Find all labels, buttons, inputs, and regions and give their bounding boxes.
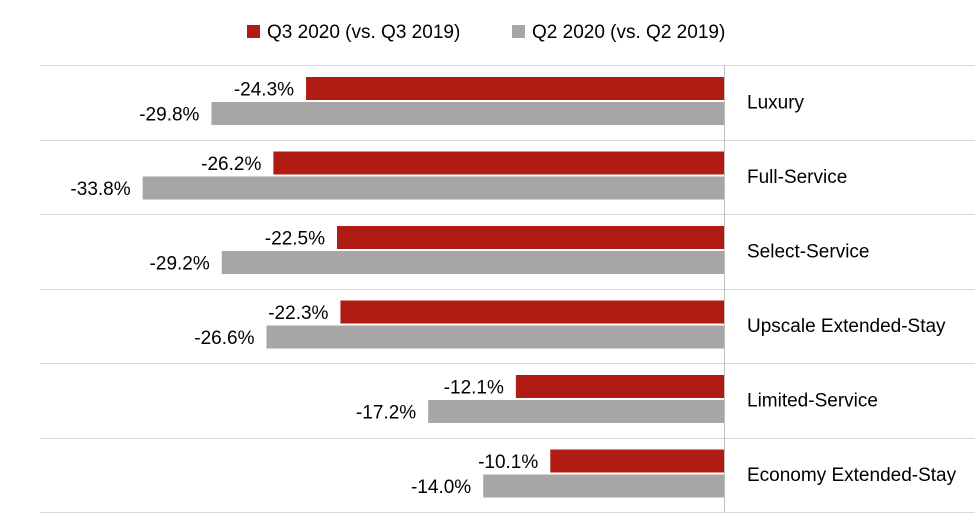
legend-label-1: Q3 2020 (vs. Q3 2019) <box>267 22 460 43</box>
bar-limited-service-series-1 <box>515 375 724 398</box>
legend: Q3 2020 (vs. Q3 2019) Q2 2020 (vs. Q2 201… <box>247 22 725 43</box>
category-label-upscale-extended-stay: Upscale Extended-Stay <box>747 316 946 337</box>
data-label-upscale-extended-stay-series-1: -22.3% <box>268 303 328 324</box>
bar-upscale-extended-stay-series-2 <box>266 325 724 349</box>
data-label-select-service-series-2: -29.2% <box>150 254 210 275</box>
data-label-limited-service-series-1: -12.1% <box>444 378 504 399</box>
category-label-luxury: Luxury <box>747 92 805 113</box>
bar-limited-service-series-2 <box>428 400 724 423</box>
data-label-luxury-series-1: -24.3% <box>234 80 294 101</box>
bar-economy-extended-stay-series-2 <box>483 474 724 498</box>
category-label-full-service: Full-Service <box>747 167 847 188</box>
data-label-select-service-series-1: -22.5% <box>265 229 325 250</box>
category-labels: Luxury Full-Service Select-Service Upscale … <box>747 92 957 486</box>
bar-full-service-series-1 <box>273 151 724 175</box>
bar-full-service-series-2 <box>142 176 724 200</box>
data-label-economy-extended-stay-series-1: -10.1% <box>478 452 538 473</box>
category-label-limited-service: Limited-Service <box>747 390 878 411</box>
data-label-full-service-series-2: -33.8% <box>70 179 130 200</box>
bar-select-service-series-2 <box>221 251 724 274</box>
bar-upscale-extended-stay-series-1 <box>340 300 724 324</box>
bar-select-service-series-1 <box>337 226 724 249</box>
data-label-limited-service-series-2: -17.2% <box>356 403 416 424</box>
bar-luxury-series-2 <box>211 102 724 125</box>
legend-swatch-2 <box>512 25 525 38</box>
legend-label-2: Q2 2020 (vs. Q2 2019) <box>532 22 725 43</box>
data-label-economy-extended-stay-series-2: -14.0% <box>411 477 471 498</box>
data-labels: -24.3% -29.8% -26.2% -33.8% -22.5% -29.2% -22.… <box>70 80 538 499</box>
bar-economy-extended-stay-series-1 <box>550 449 724 473</box>
bars <box>142 77 724 498</box>
category-label-select-service: Select-Service <box>747 241 870 262</box>
bar-luxury-series-1 <box>306 77 724 100</box>
data-label-full-service-series-1: -26.2% <box>201 154 261 175</box>
data-label-luxury-series-2: -29.8% <box>139 105 199 126</box>
legend-swatch-1 <box>247 25 260 38</box>
data-label-upscale-extended-stay-series-2: -26.6% <box>194 328 254 349</box>
category-separators <box>40 65 975 513</box>
category-label-economy-extended-stay: Economy Extended-Stay <box>747 465 957 486</box>
